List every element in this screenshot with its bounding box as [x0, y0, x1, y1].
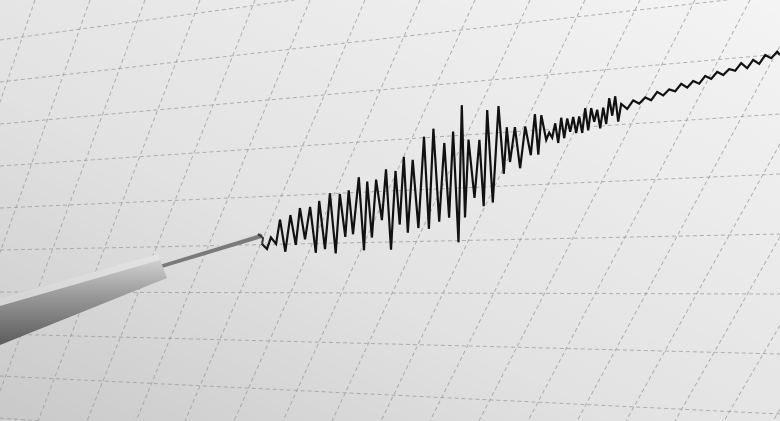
grid-line [184, 0, 366, 421]
grid-line [0, 0, 295, 41]
grid-line [674, 236, 780, 421]
grid-line [527, 0, 751, 421]
grid-line [576, 45, 780, 421]
grid-line [772, 409, 780, 421]
grid-line [723, 324, 780, 421]
pen-tip-hook [257, 233, 265, 246]
pen-body [0, 254, 167, 345]
grid-line [0, 0, 727, 83]
grid-line [429, 0, 641, 421]
grid-line [0, 113, 780, 167]
pen-stylus [0, 233, 265, 345]
grid-line [282, 0, 476, 421]
pen-body-edge [0, 254, 160, 306]
grid-line [625, 143, 780, 421]
pen-rod [157, 233, 263, 269]
grid-line [135, 0, 311, 421]
grid-line [37, 0, 201, 421]
grid-line [86, 0, 256, 421]
grid-line [380, 0, 586, 421]
grid-line [478, 0, 696, 421]
grid-line [331, 0, 531, 421]
pen-rod-highlight [159, 233, 259, 265]
grid-line [0, 53, 780, 125]
grid-line [0, 0, 91, 253]
seismic-trace [261, 50, 780, 254]
